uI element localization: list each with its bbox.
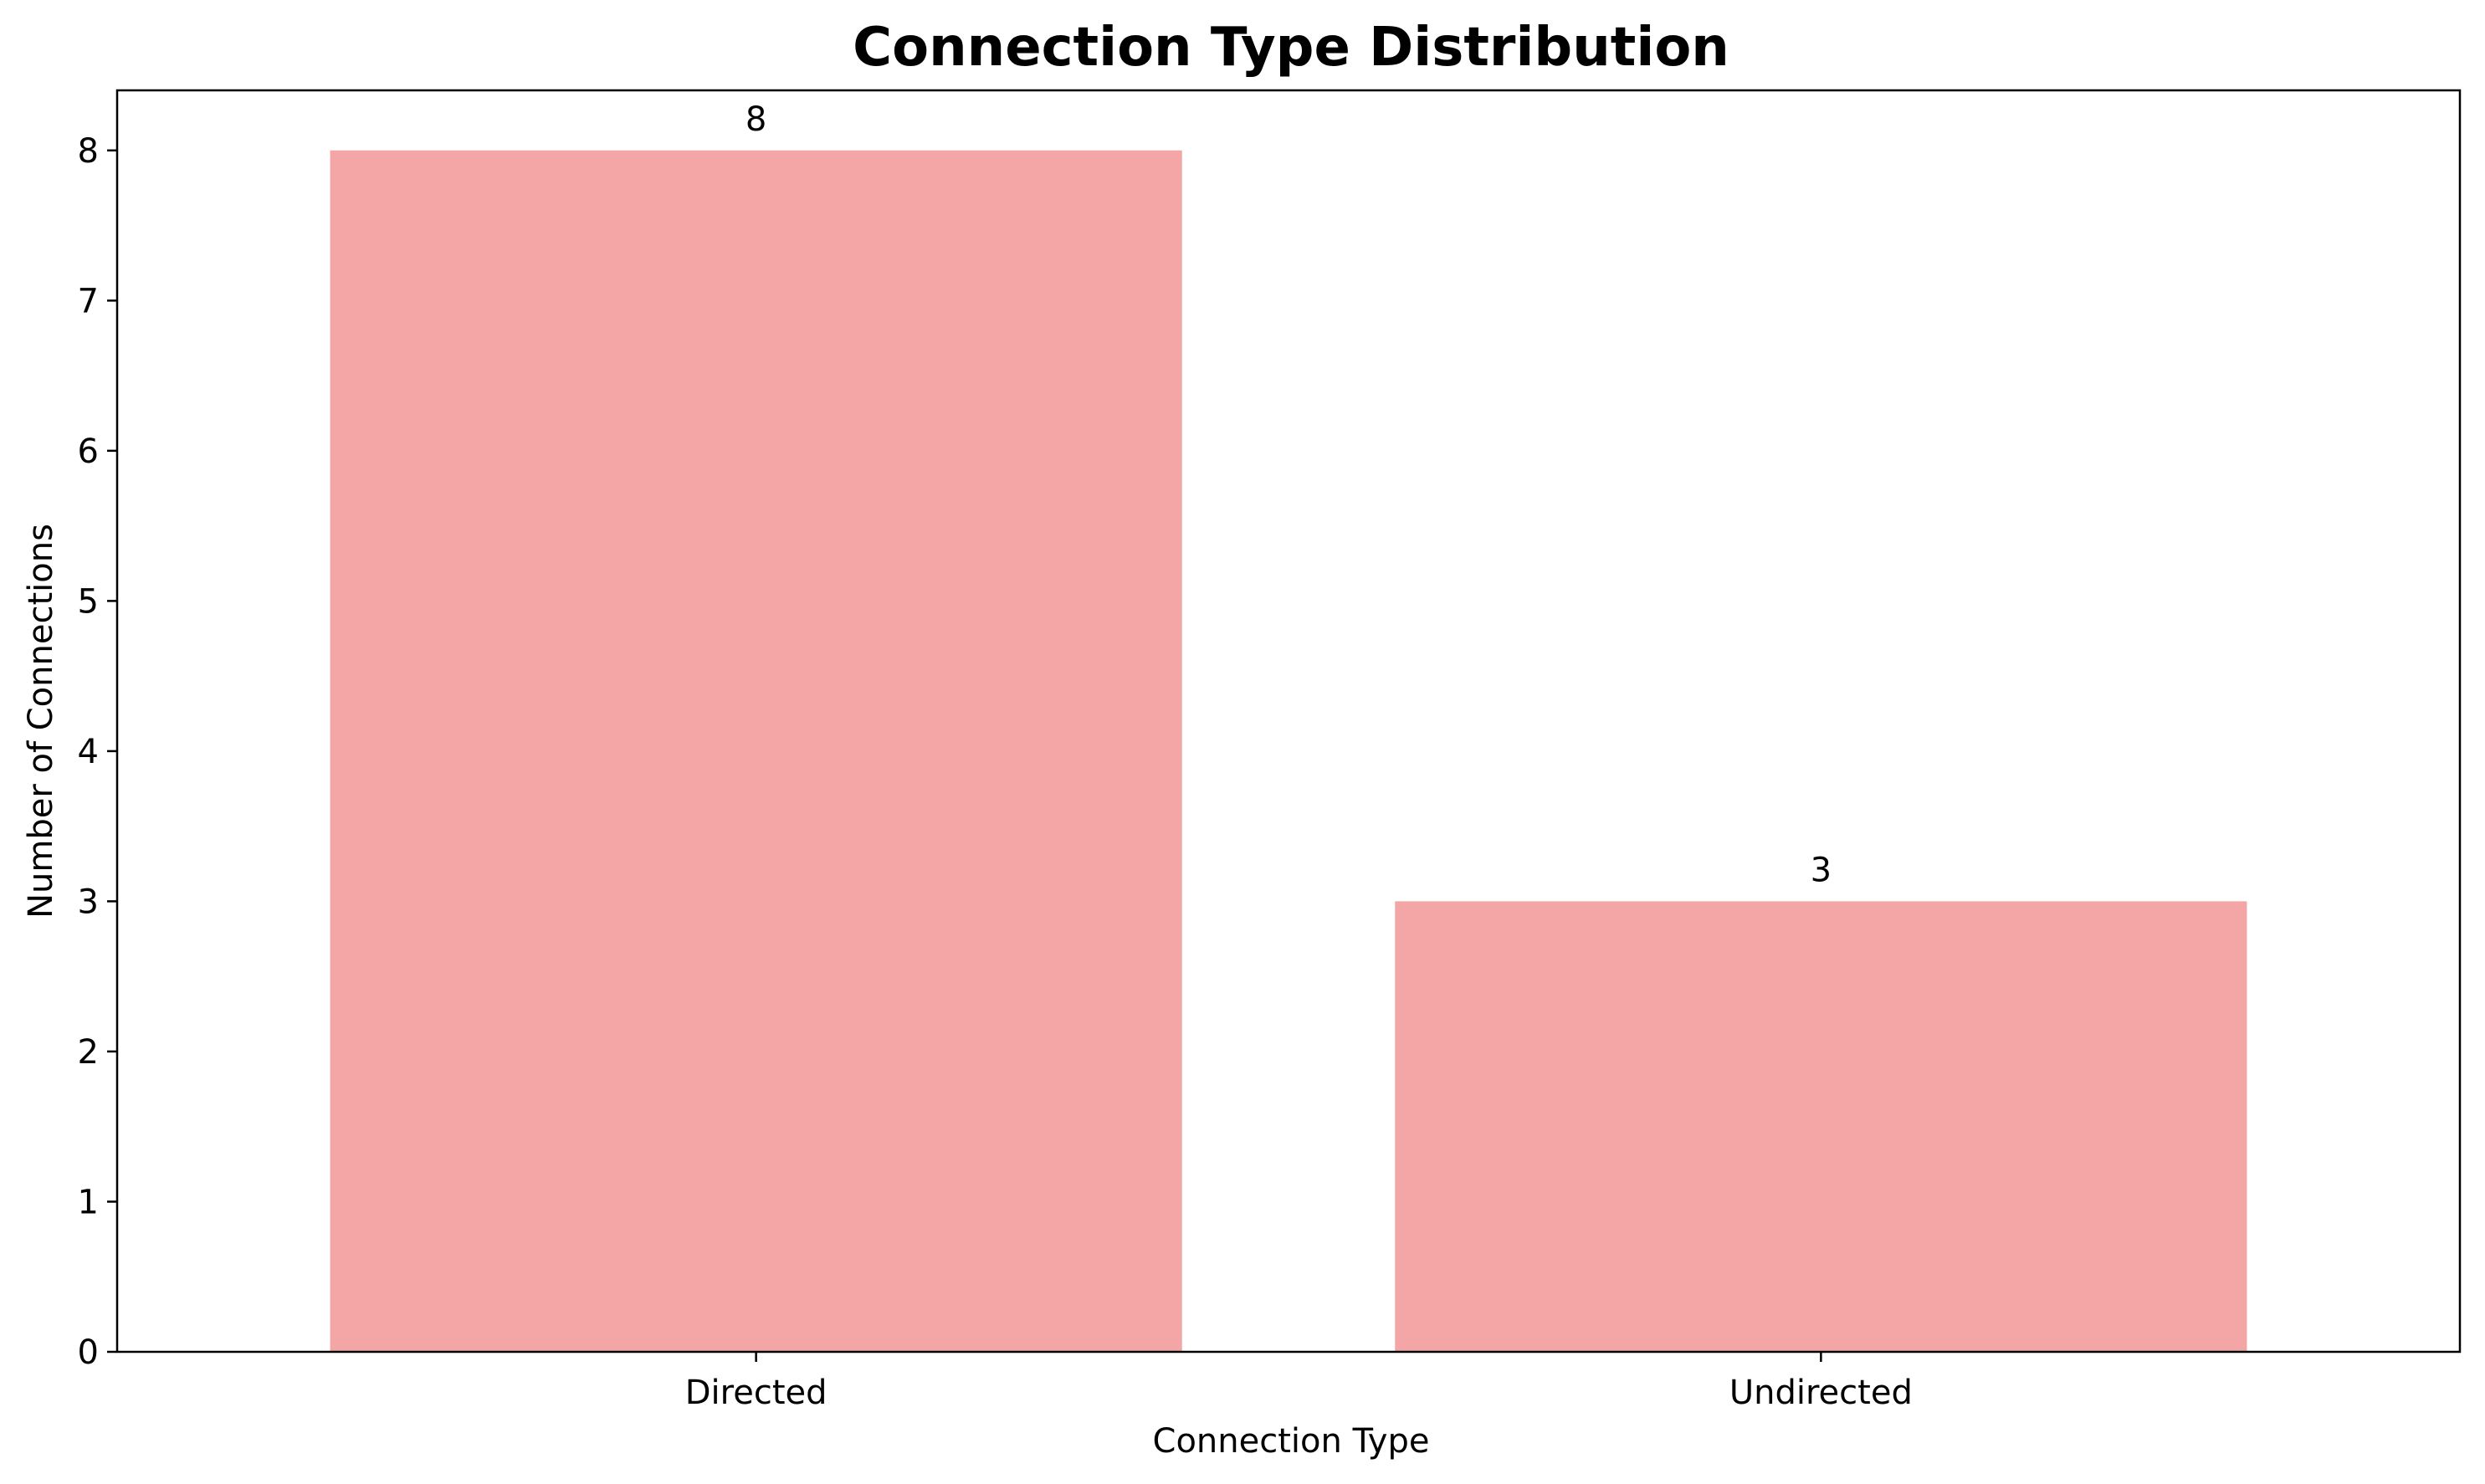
plot-frame	[115, 89, 2462, 1354]
data-labels: 83	[746, 100, 1832, 890]
data-label-directed: 8	[746, 100, 766, 139]
y-tick-label: 1	[78, 1183, 99, 1221]
bar-directed	[330, 150, 1182, 1352]
y-tick-label: 4	[78, 733, 99, 771]
y-tick-label: 7	[78, 282, 99, 320]
bar-undirected	[1395, 901, 2247, 1352]
x-ticks: Directed Undirected	[685, 1352, 1913, 1412]
y-tick-label: 5	[78, 582, 99, 621]
y-tick-label: 0	[78, 1333, 99, 1372]
bars-layer	[330, 150, 2247, 1352]
y-tick-label: 3	[78, 883, 99, 921]
x-tick-label-undirected: Undirected	[1729, 1374, 1913, 1412]
y-tick-label: 6	[78, 432, 99, 471]
x-tick-label-directed: Directed	[685, 1374, 827, 1412]
y-tick-label: 2	[78, 1033, 99, 1072]
y-tick-label: 8	[78, 132, 99, 171]
x-axis-label: Connection Type	[1153, 1422, 1430, 1461]
chart-title: Connection Type Distribution	[853, 17, 1729, 79]
data-label-undirected: 3	[1811, 851, 1832, 889]
y-ticks: 0 1 2 3 4 5 6 7 8	[78, 132, 117, 1372]
y-axis-label: Number of Connections	[22, 524, 60, 919]
